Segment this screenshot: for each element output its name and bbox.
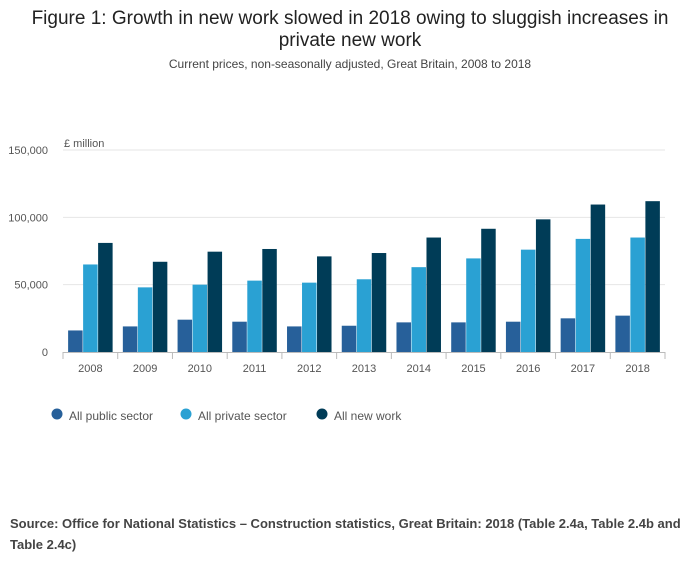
y-tick-label: 0	[42, 347, 48, 359]
x-tick-label: 2018	[625, 363, 649, 375]
y-axis-ticks: 0 50,000 100,000 150,000	[8, 145, 48, 359]
legend: All public sector All private sector All n…	[51, 408, 402, 423]
bar	[590, 204, 606, 352]
bar	[630, 237, 645, 352]
bars	[68, 201, 660, 352]
bar	[177, 319, 193, 352]
legend-label: All private sector	[198, 409, 287, 423]
bar	[560, 318, 576, 352]
bar	[262, 248, 277, 352]
y-tick-label: 150,000	[8, 145, 48, 157]
bar	[207, 251, 223, 352]
y-axis-label: £ million	[64, 138, 104, 150]
bar	[247, 280, 262, 352]
legend-swatch	[316, 408, 328, 420]
source-note: Source: Office for National Statistics –…	[10, 516, 681, 552]
chart-title: Figure 1: Growth in new work slowed in 2…	[31, 8, 669, 51]
chart-subtitle: Current prices, non-seasonally adjusted,…	[168, 57, 532, 71]
bar	[287, 326, 302, 352]
bar	[122, 326, 138, 352]
x-tick-label: 2009	[133, 363, 157, 375]
bar-chart: 0 50,000 100,000 150,000 £ million 2008 2009…	[8, 138, 666, 423]
bar	[192, 284, 208, 352]
bar	[575, 238, 591, 352]
legend-label: All new work	[334, 409, 402, 423]
bar	[341, 325, 357, 352]
x-tick-label: 2017	[571, 363, 595, 375]
x-tick-label: 2012	[297, 363, 321, 375]
bar	[356, 279, 372, 352]
bar	[98, 242, 113, 352]
bar	[535, 219, 551, 352]
y-tick-label: 100,000	[8, 212, 48, 224]
legend-label: All public sector	[69, 409, 153, 423]
bar	[451, 322, 466, 352]
y-tick-label: 50,000	[14, 280, 48, 292]
bar	[152, 261, 168, 352]
bar	[505, 321, 521, 352]
bar	[137, 287, 153, 352]
x-tick-label: 2010	[188, 363, 212, 375]
x-tick-label: 2013	[352, 363, 376, 375]
bar	[317, 256, 332, 352]
bar	[371, 253, 387, 352]
bar	[68, 330, 83, 352]
bar	[83, 264, 98, 352]
bar	[232, 321, 247, 352]
bar	[411, 267, 426, 352]
bar	[481, 228, 496, 352]
bar	[520, 249, 536, 352]
bar	[645, 201, 660, 352]
x-tick-label: 2014	[406, 363, 430, 375]
x-tick-label: 2016	[516, 363, 540, 375]
x-axis-ticks: 2008 2009 2010 2011 2012 2013 2014 2015 2016 2017…	[62, 352, 666, 375]
bar	[615, 315, 630, 352]
bar	[396, 322, 411, 352]
x-tick-label: 2015	[461, 363, 485, 375]
bar	[302, 282, 317, 352]
x-tick-label: 2008	[78, 363, 102, 375]
legend-swatch	[180, 408, 192, 420]
bar	[426, 237, 441, 352]
bar	[466, 258, 481, 352]
x-tick-label: 2011	[243, 363, 267, 375]
legend-swatch	[51, 408, 63, 420]
